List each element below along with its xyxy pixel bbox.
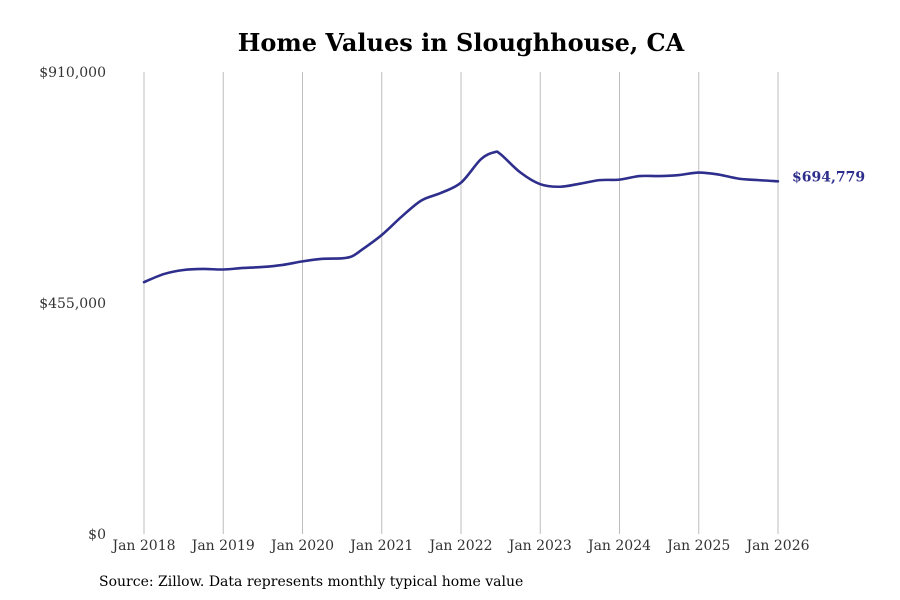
x-tick-label: Jan 2022 (427, 538, 492, 554)
y-tick-label: $455,000 (39, 296, 106, 312)
source-note: Source: Zillow. Data represents monthly … (99, 574, 524, 590)
y-axis: $0 $455,000 $910,000 (39, 65, 106, 543)
y-tick-label: $0 (88, 527, 106, 543)
x-tick-label: Jan 2018 (110, 538, 175, 554)
x-tick-label: Jan 2024 (586, 538, 651, 554)
end-value-label: $694,779 (792, 169, 865, 185)
x-axis: Jan 2018 Jan 2019 Jan 2020 Jan 2021 Jan 2022… (110, 538, 809, 554)
series-line (142, 150, 780, 284)
x-tick-label: Jan 2019 (190, 538, 255, 554)
x-tick-label: Jan 2023 (507, 538, 572, 554)
series-layer: $694,779 (142, 150, 865, 284)
grid-layer (143, 72, 779, 534)
chart-title: Home Values in Sloughhouse, CA (237, 28, 685, 57)
x-tick-label: Jan 2026 (744, 538, 809, 554)
x-tick-label: Jan 2021 (348, 538, 413, 554)
x-tick-label: Jan 2025 (665, 538, 730, 554)
y-tick-label: $910,000 (39, 65, 106, 81)
x-tick-label: Jan 2020 (269, 538, 334, 554)
